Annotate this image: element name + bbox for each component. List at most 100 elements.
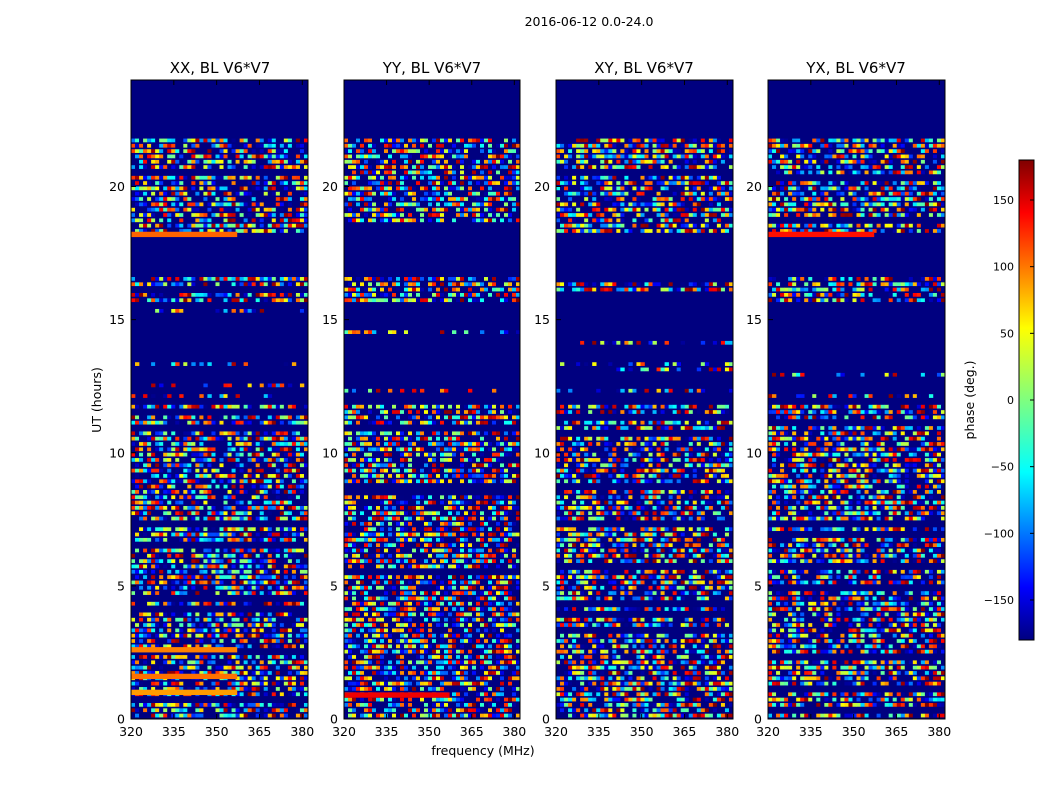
heatmap-cell <box>440 415 445 420</box>
heatmap-cell <box>436 458 441 462</box>
heatmap-cell <box>283 436 289 441</box>
heatmap-cell <box>171 282 176 287</box>
heatmap-cell <box>263 186 269 191</box>
heatmap-cell <box>267 633 273 638</box>
heatmap-cell <box>504 170 509 175</box>
heatmap-cell <box>360 447 365 452</box>
heatmap-cell <box>388 404 393 409</box>
heatmap-cell <box>251 575 256 579</box>
heatmap-cell <box>159 532 164 537</box>
heatmap-cell <box>255 447 261 452</box>
heatmap-cell <box>436 436 441 441</box>
heatmap-cell <box>163 474 168 478</box>
heatmap-cell <box>179 223 184 228</box>
heatmap-cell <box>195 218 200 223</box>
heatmap-cell <box>231 474 236 478</box>
heatmap-cell <box>147 585 152 590</box>
heatmap-cell <box>211 708 216 713</box>
heatmap-cell <box>408 495 413 500</box>
heatmap-cell <box>179 671 184 675</box>
heatmap-cell <box>183 628 188 633</box>
heatmap-cell <box>199 575 204 579</box>
heatmap-cell <box>139 436 144 441</box>
heatmap-cell <box>143 532 148 537</box>
heatmap-cell <box>163 191 168 196</box>
heatmap-cell <box>223 490 228 494</box>
heatmap-cell <box>227 404 232 409</box>
heatmap-cell <box>219 511 224 516</box>
heatmap-cell <box>295 452 301 457</box>
heatmap-cell <box>275 431 281 436</box>
heatmap-cell <box>139 468 144 473</box>
heatmap-cell <box>380 138 385 143</box>
heatmap-cell <box>159 633 164 638</box>
heatmap-cell <box>360 506 365 510</box>
heatmap-cell <box>211 537 216 542</box>
heatmap-cell <box>155 468 160 473</box>
heatmap-cell <box>512 170 517 175</box>
heatmap-cell <box>283 575 289 579</box>
heatmap-cell <box>275 383 281 388</box>
heatmap-cell <box>235 617 240 622</box>
heatmap-cell <box>227 362 232 366</box>
heatmap-cell <box>512 149 517 153</box>
heatmap-cell <box>384 191 389 196</box>
heatmap-cell <box>267 207 273 212</box>
heatmap-cell <box>243 138 248 143</box>
heatmap-cell <box>235 463 240 468</box>
heatmap-cell <box>199 537 204 542</box>
heatmap-cell <box>179 660 184 665</box>
heatmap-cell <box>147 580 152 585</box>
heatmap-cell <box>191 197 196 201</box>
heatmap-cell <box>456 181 461 185</box>
heatmap-cell <box>247 623 252 627</box>
heatmap-cell <box>171 159 176 164</box>
heatmap-cell <box>404 293 409 297</box>
heatmap-cell <box>155 564 160 569</box>
heatmap-cell <box>255 181 261 185</box>
heatmap-cell <box>135 149 140 153</box>
heatmap-cell <box>159 191 164 196</box>
heatmap-cell <box>484 506 489 510</box>
heatmap-cell <box>504 420 509 425</box>
heatmap-cell <box>464 431 469 436</box>
heatmap-cell <box>215 687 220 691</box>
heatmap-cell <box>143 463 148 468</box>
heatmap-cell <box>143 569 148 574</box>
heatmap-cell <box>263 553 269 558</box>
heatmap-cell <box>243 490 248 494</box>
heatmap-cell <box>283 580 289 585</box>
heatmap-cell <box>231 175 236 180</box>
heatmap-cell <box>291 612 297 617</box>
heatmap-cell <box>295 159 301 164</box>
heatmap-cell <box>171 298 176 303</box>
heatmap-cell <box>167 149 172 153</box>
heatmap-cell <box>131 458 136 462</box>
heatmap-cell <box>444 149 449 153</box>
heatmap-cell <box>512 415 517 420</box>
heatmap-cell <box>159 229 164 233</box>
heatmap-cell <box>279 564 285 569</box>
heatmap-yy <box>344 80 521 719</box>
heatmap-cell <box>227 218 232 223</box>
heatmap-cell <box>219 175 224 180</box>
heatmap-cell <box>295 463 301 468</box>
heatmap-cell <box>299 149 305 153</box>
heatmap-cell <box>131 506 136 510</box>
heatmap-cell <box>384 442 389 446</box>
heatmap-cell <box>227 186 232 191</box>
heatmap-cell <box>235 298 240 303</box>
heatmap-cell <box>163 431 168 436</box>
heatmap-cell <box>151 202 156 207</box>
heatmap-cell <box>396 138 401 143</box>
heatmap-cell <box>159 687 164 691</box>
heatmap-cell <box>207 623 212 627</box>
heatmap-cell <box>271 229 277 233</box>
heatmap-cell <box>243 143 248 148</box>
heatmap-cell <box>239 436 244 441</box>
heatmap-cell <box>259 495 265 500</box>
heatmap-cell <box>255 655 261 659</box>
heatmap-cell <box>247 479 252 484</box>
heatmap-cell <box>223 527 228 532</box>
heatmap-cell <box>247 495 252 500</box>
